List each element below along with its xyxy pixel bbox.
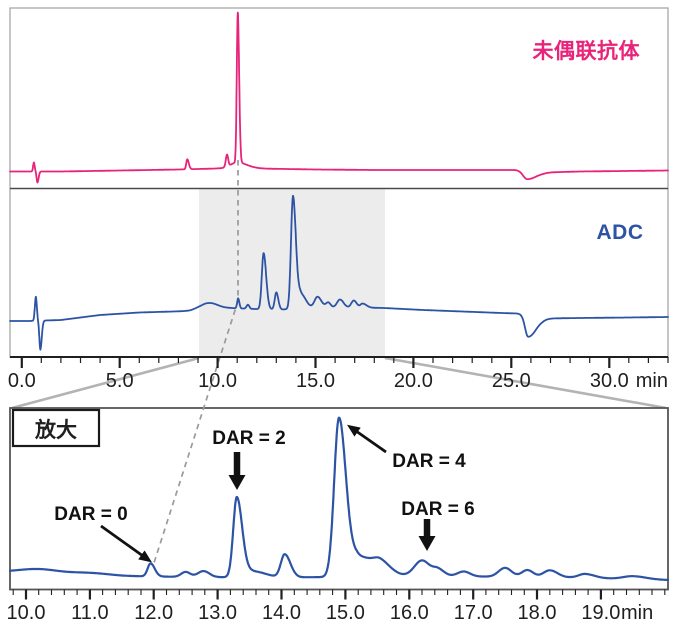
dar4-arrow (346, 424, 387, 454)
dar0-arrow (100, 524, 152, 563)
dar4-label: DAR = 4 (392, 451, 466, 472)
tick-label: 12.0 (134, 602, 173, 624)
tick-label: 20.0 (394, 370, 433, 392)
dar0-label: DAR = 0 (54, 504, 127, 525)
dar6-label: DAR = 6 (401, 499, 474, 520)
top-axis-unit: min (636, 370, 668, 392)
adc-trace-label: ADC (597, 221, 644, 244)
tick-label: 17.0 (454, 602, 493, 624)
zoom-box: 放大 (11, 408, 101, 448)
zoom-box-border (11, 408, 101, 448)
zoom-trace (8, 416, 670, 581)
traces-layer (8, 11, 670, 581)
tick-label: 0.0 (8, 370, 36, 392)
tick-label: 15.0 (326, 602, 365, 624)
zoom-connector-right (384, 356, 667, 410)
bottom-axis-unit: min (621, 602, 653, 624)
tick-label: 14.0 (262, 602, 301, 624)
tick-label: 30.0 (590, 370, 629, 392)
dar2-label: DAR = 2 (212, 428, 285, 449)
tick-label: 18.0 (518, 602, 557, 624)
tick-label: 10.0 (198, 370, 237, 392)
tick-label: 15.0 (296, 370, 335, 392)
top-axis: 0.0 5.0 10.0 15.0 20.0 25.0 30.0 (8, 357, 669, 392)
tick-label: 16.0 (390, 602, 429, 624)
bottom-axis: 10.0 11.0 12.0 13.0 14.0 15.0 16.0 17.0 18.0 19.0 (7, 589, 666, 624)
tick-label: 11.0 (71, 602, 108, 624)
tick-label: 5.0 (106, 370, 134, 392)
adc-trace (9, 194, 669, 351)
tick-label: 13.0 (198, 602, 237, 624)
zoom-box-label: 放大 (34, 418, 77, 442)
dar-annotations: DAR = 0 DAR = 2 DAR = 4 DAR = 6 (54, 424, 475, 563)
tick-label: 10.0 (7, 602, 46, 624)
tick-label: 25.0 (492, 370, 531, 392)
zoom-panel-frame (9, 407, 669, 591)
antibody-trace-label: 未偶联抗体 (533, 39, 641, 63)
antibody-trace (9, 11, 669, 184)
tick-label: 19.0 (581, 602, 620, 624)
zoom-connector-left (11, 356, 200, 410)
